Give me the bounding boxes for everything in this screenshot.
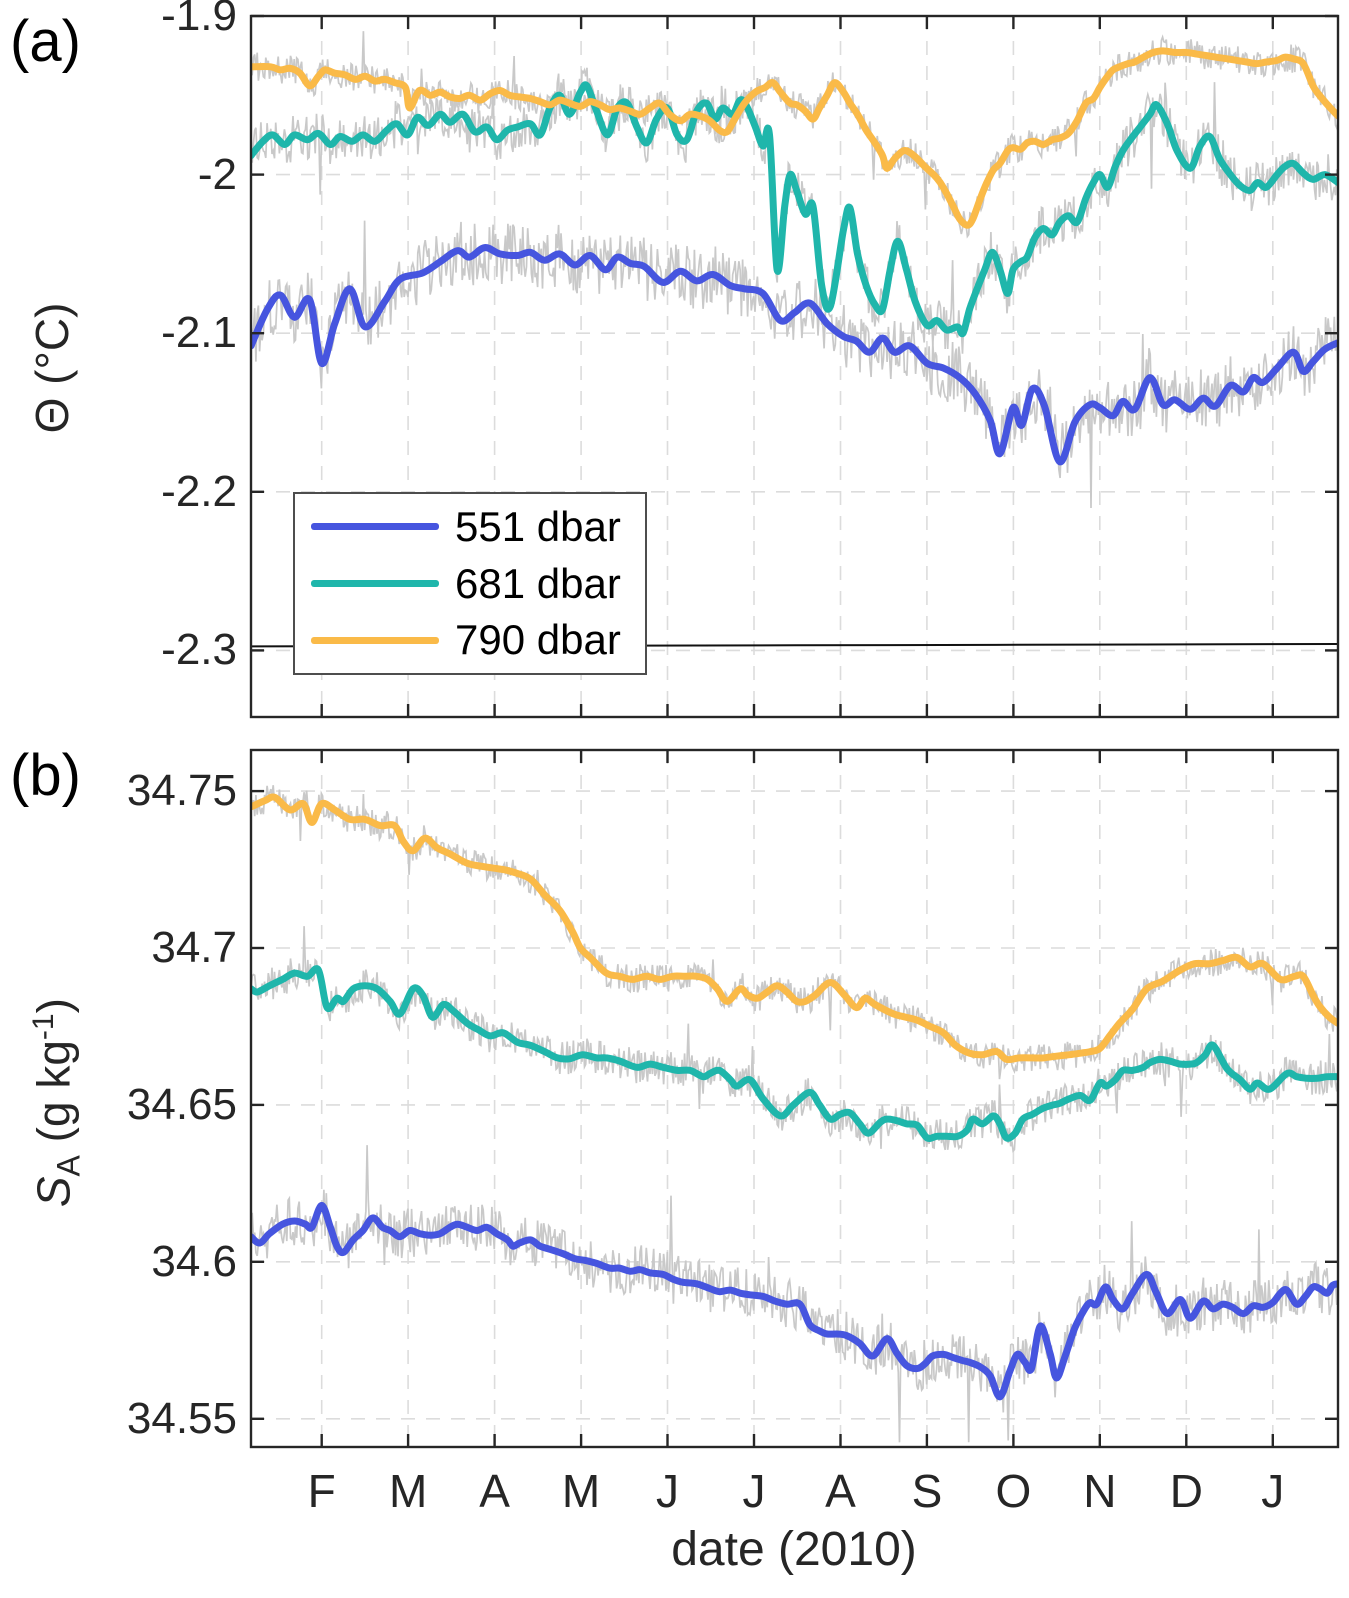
line-790-dbar-a — [251, 47, 1338, 229]
y-tick-label-a: -2.2 — [161, 466, 237, 516]
x-tick-label: F — [307, 1465, 336, 1517]
panel-b-ytick-labels: 34.75 34.7 34.65 34.6 34.55 — [0, 0, 237, 1598]
x-tick-label: M — [561, 1465, 601, 1517]
legend-line-swatch — [311, 580, 439, 587]
panel-a-ytick-labels: -1.9 -2 -2.1 -2.2 -2.3 — [0, 0, 237, 1598]
legend-line-swatch — [311, 523, 439, 531]
y-tick-label-b: 34.65 — [126, 1079, 237, 1129]
panel-b-tag: (b) — [10, 743, 81, 808]
y-tick-label-a: -2 — [197, 149, 237, 199]
legend-item: 790 dbar — [295, 616, 645, 664]
x-axis-label: date (2010) — [671, 1523, 917, 1576]
x-tick-label: S — [911, 1465, 943, 1517]
y-tick-label-b: 34.75 — [126, 766, 237, 816]
series-lines-a — [251, 47, 1338, 648]
axes-a — [249, 14, 1340, 719]
line-551-dbar-a — [251, 244, 1338, 466]
x-tick-label: J — [742, 1465, 766, 1517]
x-tick-label: J — [656, 1465, 680, 1517]
legend: 551 dbar 681 dbar 790 dbar — [293, 492, 647, 675]
x-tick-label: A — [479, 1465, 510, 1517]
y-tick-label-b: 34.55 — [126, 1393, 237, 1443]
x-tick-label: A — [825, 1465, 856, 1517]
legend-label: 790 dbar — [455, 616, 621, 664]
legend-label: 551 dbar — [455, 502, 621, 550]
legend-item: 681 dbar — [295, 560, 645, 608]
x-tick-label: O — [995, 1465, 1032, 1517]
x-tick-label: N — [1083, 1465, 1117, 1517]
series-lines-b — [251, 793, 1338, 1401]
x-tick-label: J — [1261, 1465, 1285, 1517]
y-tick-label-b: 34.6 — [151, 1236, 237, 1286]
line-681-dbar-a — [251, 81, 1338, 338]
legend-item: 551 dbar — [295, 503, 645, 551]
axes-b — [249, 748, 1340, 1449]
line-551-dbar-b — [251, 1201, 1338, 1401]
legend-label: 681 dbar — [455, 559, 621, 607]
legend-line-swatch — [311, 636, 439, 644]
y-tick-label-a: -2.1 — [161, 308, 237, 358]
x-tick-label: D — [1169, 1465, 1203, 1517]
line-790-dbar-b — [251, 793, 1338, 1064]
panel-a-tag: (a) — [10, 9, 81, 74]
y-tick-label-b: 34.7 — [151, 923, 237, 973]
y-tick-label-a: -1.9 — [161, 0, 237, 40]
x-tick-label: M — [388, 1465, 428, 1517]
line-681-dbar-b — [251, 965, 1338, 1142]
y-tick-label-a: -2.3 — [161, 625, 237, 675]
